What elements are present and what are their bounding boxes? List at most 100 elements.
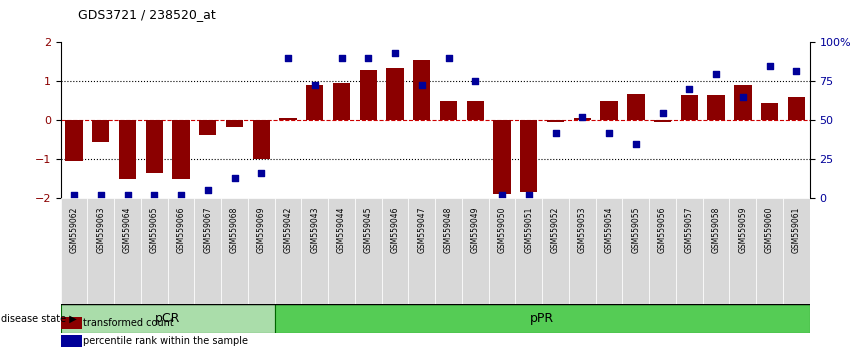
FancyBboxPatch shape xyxy=(194,198,221,304)
Point xyxy=(147,192,161,198)
Point xyxy=(763,63,777,69)
Text: GSM559068: GSM559068 xyxy=(230,207,239,253)
FancyBboxPatch shape xyxy=(382,198,409,304)
Point xyxy=(228,175,242,181)
Bar xyxy=(440,101,457,120)
Text: GSM559052: GSM559052 xyxy=(551,207,560,253)
FancyBboxPatch shape xyxy=(729,198,756,304)
Bar xyxy=(654,120,671,122)
Bar xyxy=(253,120,270,159)
Text: GSM559066: GSM559066 xyxy=(177,207,185,253)
Text: GSM559044: GSM559044 xyxy=(337,207,346,253)
Bar xyxy=(92,120,109,142)
Point xyxy=(602,130,616,136)
Point xyxy=(736,94,750,100)
FancyBboxPatch shape xyxy=(756,198,783,304)
Text: GSM559047: GSM559047 xyxy=(417,207,426,253)
FancyBboxPatch shape xyxy=(702,198,729,304)
Text: GDS3721 / 238520_at: GDS3721 / 238520_at xyxy=(78,8,216,21)
Text: pCR: pCR xyxy=(155,312,180,325)
Text: GSM559043: GSM559043 xyxy=(310,207,320,253)
Text: GSM559049: GSM559049 xyxy=(471,207,480,253)
Point xyxy=(281,55,295,61)
Bar xyxy=(627,94,644,120)
Bar xyxy=(280,118,297,120)
Text: GSM559054: GSM559054 xyxy=(604,207,613,253)
FancyBboxPatch shape xyxy=(61,198,87,304)
FancyBboxPatch shape xyxy=(409,198,436,304)
Bar xyxy=(494,120,511,194)
Text: GSM559060: GSM559060 xyxy=(765,207,774,253)
Bar xyxy=(520,120,538,193)
FancyBboxPatch shape xyxy=(596,198,623,304)
Bar xyxy=(573,118,591,120)
Text: GSM559065: GSM559065 xyxy=(150,207,158,253)
Point xyxy=(575,114,589,120)
FancyBboxPatch shape xyxy=(221,198,248,304)
FancyBboxPatch shape xyxy=(542,198,569,304)
Bar xyxy=(333,84,350,120)
Bar xyxy=(61,335,81,347)
Point xyxy=(682,86,696,92)
Point xyxy=(549,130,563,136)
FancyBboxPatch shape xyxy=(355,198,382,304)
FancyBboxPatch shape xyxy=(488,198,515,304)
Point xyxy=(361,55,375,61)
Point xyxy=(709,71,723,76)
Bar xyxy=(359,70,377,120)
Bar xyxy=(600,101,617,120)
Bar xyxy=(199,120,216,135)
Bar xyxy=(761,103,779,120)
Bar xyxy=(413,60,430,120)
Text: pPR: pPR xyxy=(530,312,554,325)
FancyBboxPatch shape xyxy=(275,304,810,333)
Bar xyxy=(65,120,82,161)
Point xyxy=(334,55,348,61)
Text: GSM559063: GSM559063 xyxy=(96,207,106,253)
Text: GSM559062: GSM559062 xyxy=(69,207,79,253)
Bar xyxy=(708,95,725,120)
FancyBboxPatch shape xyxy=(61,304,275,333)
Point xyxy=(415,82,429,87)
Bar xyxy=(681,95,698,120)
FancyBboxPatch shape xyxy=(436,198,462,304)
FancyBboxPatch shape xyxy=(569,198,596,304)
Text: GSM559051: GSM559051 xyxy=(524,207,533,253)
Point xyxy=(522,192,536,198)
Point xyxy=(120,192,134,198)
Bar xyxy=(788,97,805,120)
Text: GSM559057: GSM559057 xyxy=(685,207,694,253)
FancyBboxPatch shape xyxy=(114,198,141,304)
FancyBboxPatch shape xyxy=(783,198,810,304)
Text: GSM559058: GSM559058 xyxy=(712,207,721,253)
Text: GSM559067: GSM559067 xyxy=(204,207,212,253)
Text: GSM559042: GSM559042 xyxy=(283,207,293,253)
FancyBboxPatch shape xyxy=(623,198,650,304)
Bar xyxy=(467,101,484,120)
Text: GSM559046: GSM559046 xyxy=(391,207,399,253)
Text: GSM559069: GSM559069 xyxy=(257,207,266,253)
Point xyxy=(656,110,669,115)
Bar xyxy=(306,85,324,120)
Text: GSM559059: GSM559059 xyxy=(739,207,747,253)
Point xyxy=(67,192,81,198)
FancyBboxPatch shape xyxy=(87,198,114,304)
Bar xyxy=(226,120,243,127)
Text: GSM559055: GSM559055 xyxy=(631,207,640,253)
FancyBboxPatch shape xyxy=(168,198,194,304)
Bar xyxy=(386,68,404,120)
Point xyxy=(469,79,482,84)
Bar xyxy=(546,120,565,122)
Point xyxy=(307,82,321,87)
Bar xyxy=(61,317,81,329)
Text: GSM559045: GSM559045 xyxy=(364,207,372,253)
Point xyxy=(388,51,402,56)
Text: GSM559053: GSM559053 xyxy=(578,207,587,253)
Point xyxy=(94,192,107,198)
Point xyxy=(174,192,188,198)
FancyBboxPatch shape xyxy=(141,198,168,304)
Bar xyxy=(734,85,752,120)
Point xyxy=(495,192,509,198)
FancyBboxPatch shape xyxy=(328,198,355,304)
Bar xyxy=(145,120,163,173)
